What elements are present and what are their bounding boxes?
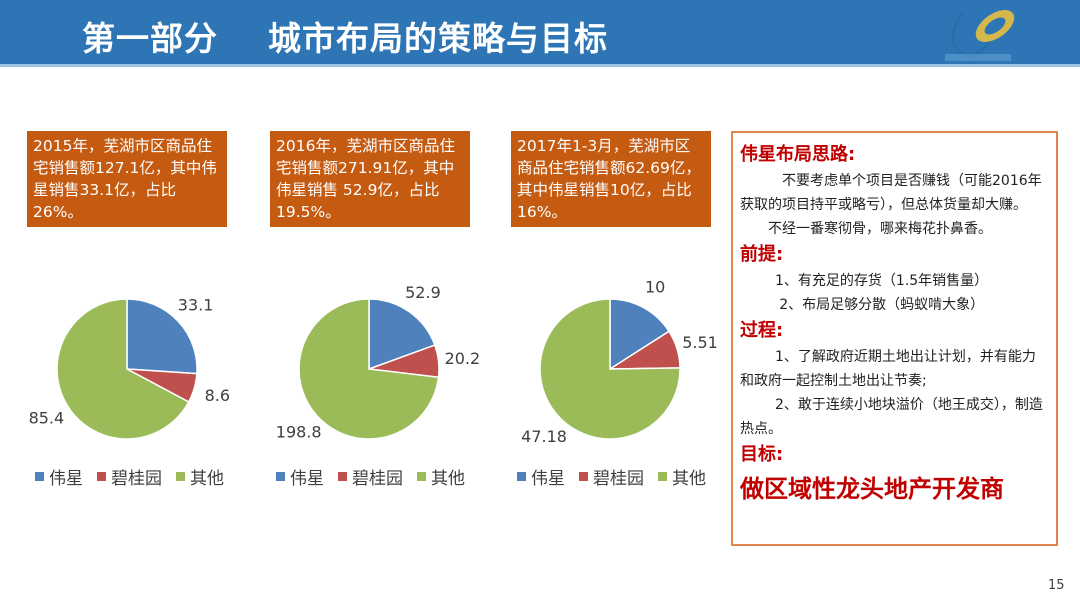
heading-process: 过程: <box>740 320 784 341</box>
legend-label: 伟星 <box>49 469 83 489</box>
data-label: 8.6 <box>205 386 230 405</box>
pie-slice-其他 <box>298 298 440 440</box>
legend-swatch <box>579 472 588 481</box>
legend-label: 其他 <box>190 469 224 489</box>
process-1: 1、了解政府近期土地出让计划，并有能力和政府一起控制土地出让节奏; <box>740 349 1036 389</box>
goal-text: 做区域性龙头地产开发商 <box>740 475 1004 503</box>
data-label: 85.4 <box>29 408 65 427</box>
legend-swatch <box>658 472 667 481</box>
legend-label: 碧桂园 <box>352 469 403 489</box>
data-label: 47.18 <box>521 427 567 446</box>
page-title: 第一部分 城市布局的策略与目标 <box>82 19 608 58</box>
data-label: 198.8 <box>276 422 322 441</box>
data-label: 20.2 <box>445 349 481 368</box>
legend-swatch <box>338 472 347 481</box>
company-logo <box>945 10 1015 61</box>
note-2016: 2016年，芜湖市区商品住宅销售额271.91亿，其中伟星销售 52.9亿，占比… <box>270 131 470 227</box>
pie-slice-伟星 <box>609 298 671 371</box>
legend-label: 碧桂园 <box>593 469 644 489</box>
legend-swatch <box>97 472 106 481</box>
pie-slice-伟星 <box>368 298 436 371</box>
legend-label: 其他 <box>431 469 465 489</box>
legend-swatch <box>517 472 526 481</box>
legend-swatch <box>276 472 285 481</box>
premise-2: 2、布局足够分散（蚂蚁啃大象） <box>779 297 985 313</box>
data-label: 33.1 <box>178 296 214 315</box>
note-2017: 2017年1-3月，芜湖市区商品住宅销售额62.69亿，其中伟星销售10亿，占比… <box>511 131 711 227</box>
approach-quote: 不经一番寒彻骨，哪来梅花扑鼻香。 <box>768 221 992 237</box>
legend-2017: 伟星 碧桂园 其他 <box>517 464 706 489</box>
data-label: 5.51 <box>682 333 718 352</box>
pie-slice-伟星 <box>126 298 198 375</box>
pie-slice-其他 <box>539 298 681 440</box>
pie-chart-2017: 10 5.51 47.18 <box>521 280 718 446</box>
legend-swatch <box>176 472 185 481</box>
heading-approach: 伟星布局思路: <box>740 144 856 165</box>
heading-premise: 前提: <box>740 244 784 265</box>
legend-label: 伟星 <box>531 469 565 489</box>
data-label: 52.9 <box>405 283 441 302</box>
legend-label: 伟星 <box>290 469 324 489</box>
pie-chart-2016: 52.9 20.2 198.8 <box>276 283 481 441</box>
legend-swatch <box>35 472 44 481</box>
process-2: 2、敢于连续小地块溢价（地王成交），制造热点。 <box>740 397 1043 437</box>
pie-chart-2015: 33.1 8.6 85.4 <box>29 296 230 440</box>
pie-slice-其他 <box>56 298 190 440</box>
page-number: 15 <box>1048 578 1065 593</box>
heading-goal: 目标: <box>740 444 784 465</box>
note-2015: 2015年，芜湖市区商品住宅销售额127.1亿，其中伟星销售33.1亿，占比26… <box>27 131 227 227</box>
approach-text: 不要考虑单个项目是否赚钱（可能2016年获取的项目持平或略亏），但总体货量却大赚… <box>740 173 1042 213</box>
header-bar: 第一部分 城市布局的策略与目标 <box>0 0 1080 67</box>
legend-2015: 伟星 碧桂园 其他 <box>35 464 224 489</box>
premise-1: 1、有充足的存货（1.5年销售量） <box>775 273 989 289</box>
data-label: 10 <box>645 280 665 297</box>
legend-swatch <box>417 472 426 481</box>
legend-label: 其他 <box>672 469 706 489</box>
legend-2016: 伟星 碧桂园 其他 <box>276 464 465 489</box>
strategy-panel: 伟星布局思路: 不要考虑单个项目是否赚钱（可能2016年获取的项目持平或略亏），… <box>731 131 1058 546</box>
legend-label: 碧桂园 <box>111 469 162 489</box>
